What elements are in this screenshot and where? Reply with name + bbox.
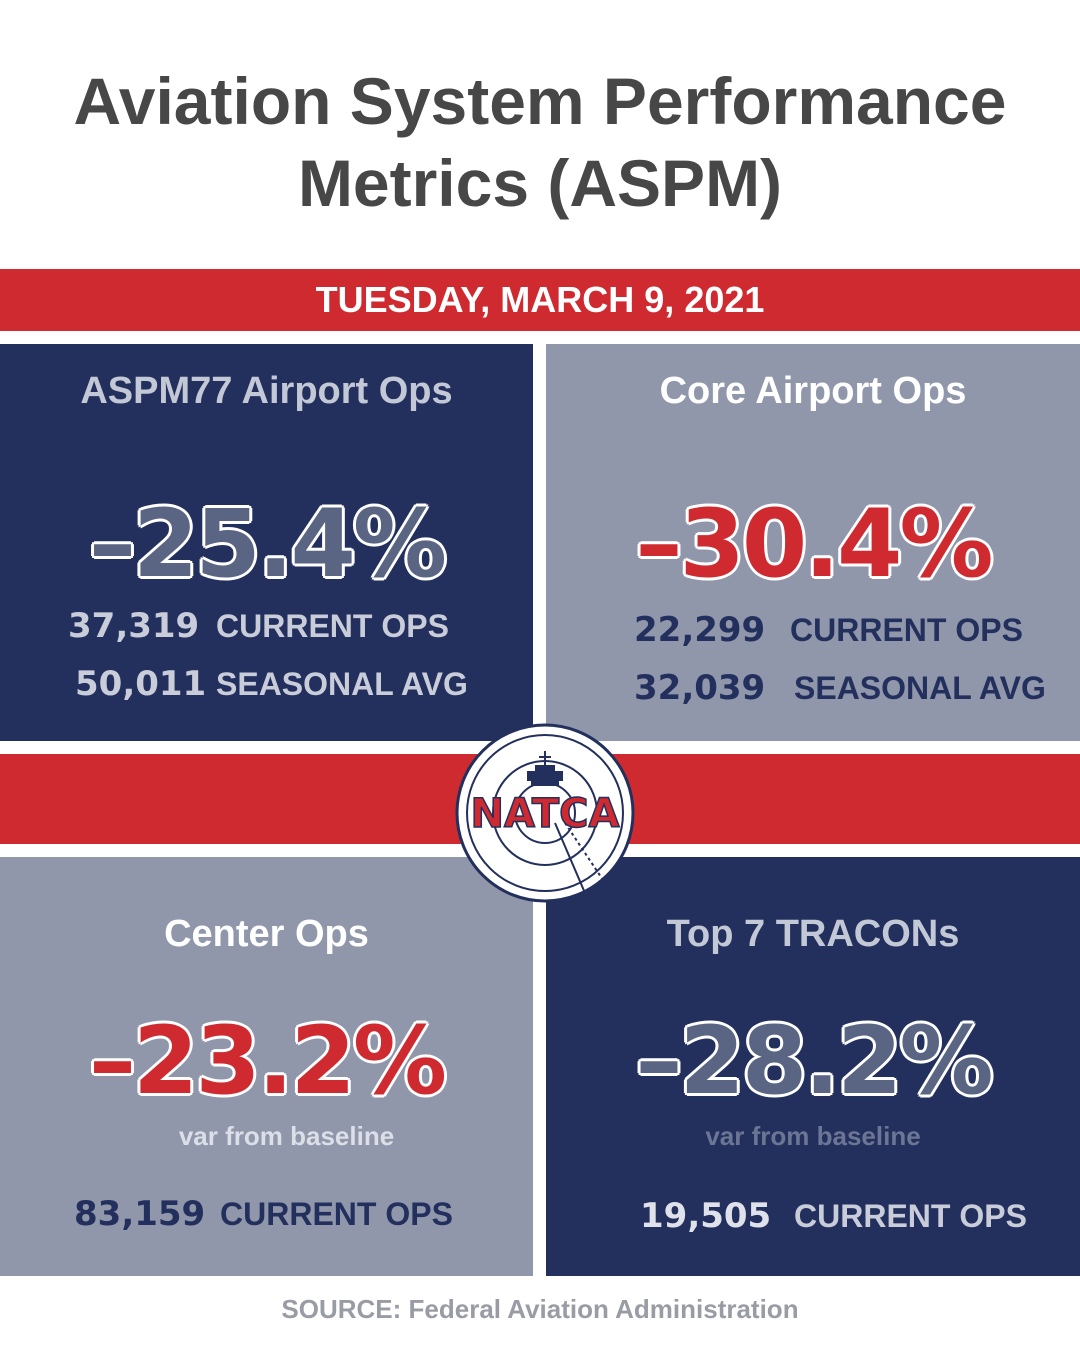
natca-logo: NATCA: [455, 723, 635, 903]
center-subtitle: var from baseline: [178, 1121, 395, 1151]
tracons-current-value: 19,505: [640, 1196, 772, 1236]
tracons-current-label: CURRENT OPS: [794, 1198, 1027, 1234]
aspm77-current-value: 37,319: [68, 606, 200, 646]
center-panel: Center Ops –23.2% var from baseline 83,1…: [0, 857, 533, 1276]
core-current-value: 22,299: [634, 610, 766, 650]
tracons-panel: Top 7 TRACONs –28.2% var from baseline 1…: [546, 857, 1080, 1276]
core-current-label: CURRENT OPS: [790, 612, 1023, 648]
core-panel: Core Airport Ops –30.4% 22,299 CURRENT O…: [546, 344, 1080, 741]
center-current-value: 83,159: [74, 1194, 206, 1234]
page-title-line1: Aviation System Performance: [73, 64, 1007, 138]
center-title: Center Ops: [164, 913, 369, 955]
core-seasonal-value: 32,039: [634, 668, 766, 708]
natca-logo-icon: NATCA: [455, 723, 635, 903]
aspm77-seasonal-value: 50,011: [75, 664, 207, 704]
date-label: TUESDAY, MARCH 9, 2021: [315, 279, 765, 320]
aspm77-current-label: CURRENT OPS: [216, 608, 449, 644]
center-percent: –23.2%: [88, 1007, 447, 1116]
core-title: Core Airport Ops: [659, 370, 967, 412]
tracons-subtitle: var from baseline: [705, 1121, 921, 1151]
aspm77-percent: –25.4%: [88, 490, 447, 599]
aspm77-seasonal-label: SEASONAL AVG: [216, 666, 468, 702]
tracons-title: Top 7 TRACONs: [666, 913, 960, 955]
source-footer: SOURCE: Federal Aviation Administration: [281, 1294, 799, 1324]
core-percent: –30.4%: [635, 490, 993, 599]
date-banner: [0, 269, 1080, 331]
aspm77-panel: ASPM77 Airport Ops –25.4% 37,319 CURRENT…: [0, 344, 533, 741]
tracons-percent: –28.2%: [635, 1007, 993, 1116]
core-seasonal-label: SEASONAL AVG: [794, 670, 1046, 706]
center-current-label: CURRENT OPS: [220, 1196, 453, 1232]
natca-logo-text: NATCA: [471, 791, 620, 837]
aspm77-title: ASPM77 Airport Ops: [80, 370, 453, 412]
page-title-line2: Metrics (ASPM): [297, 146, 783, 220]
